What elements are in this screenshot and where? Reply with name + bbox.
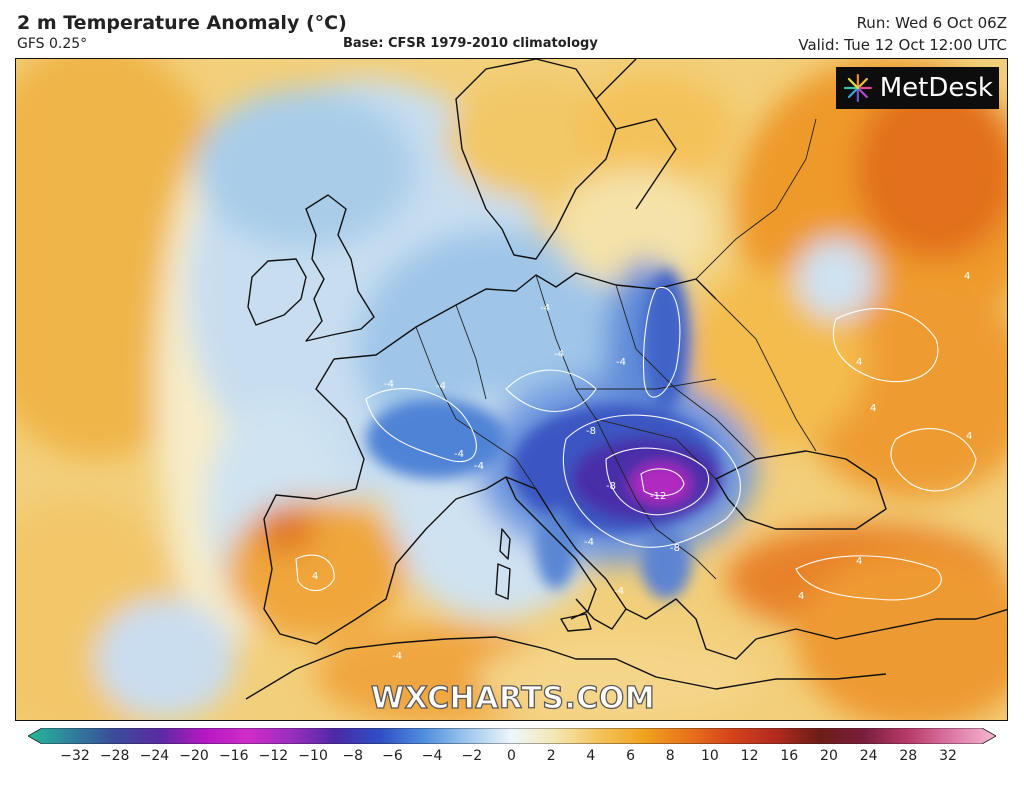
contour-labels: -4 -4 -4 -4 -4 -4 -4 -4 -4 -8 -8 -8 -12 …	[312, 271, 972, 662]
colorbar-tick-label: −2	[461, 748, 483, 764]
contour-plus4-turkey	[795, 555, 942, 601]
colorbar-tick-label: −12	[258, 748, 289, 764]
contour-label: 4	[312, 571, 318, 582]
turkey-coast	[755, 608, 1007, 640]
contour-label: -8	[670, 543, 680, 554]
contour-label: -4	[554, 349, 564, 360]
border-ukraine	[715, 298, 817, 452]
contour-label: 4	[798, 591, 804, 602]
contour-label: 4	[856, 357, 862, 368]
italy-coast	[505, 476, 597, 620]
scandinavia-coast	[455, 59, 617, 260]
colorbar-tick-label: 24	[859, 748, 878, 764]
colorbar-tick-label: 4	[586, 748, 596, 764]
contour-label: 4	[856, 556, 862, 567]
contour-label: -4	[436, 381, 446, 392]
contour-label: -4	[540, 303, 550, 314]
colorbar-tick-label: 8	[665, 748, 675, 764]
border-west	[415, 326, 537, 490]
africa-coast	[245, 636, 887, 700]
run-time-label: Run: Wed 6 Oct 06Z	[856, 14, 1007, 32]
colorbar-tick-label: 28	[899, 748, 918, 764]
contour-minus12-outer	[605, 447, 710, 516]
contour-label: -8	[606, 481, 616, 492]
colorbar-tick-label: −4	[421, 748, 443, 764]
contour-minus4-france	[365, 388, 477, 463]
wxcharts-watermark: WXCHARTS.COM	[370, 680, 656, 716]
colorbar-tick-label: −8	[342, 748, 364, 764]
contour-minus8	[562, 414, 741, 548]
chart-title: 2 m Temperature Anomaly (°C)	[17, 12, 347, 34]
colorbar-tick-label: 2	[546, 748, 556, 764]
islands-coast	[495, 528, 592, 632]
valid-time-label: Valid: Tue 12 Oct 12:00 UTC	[798, 36, 1007, 54]
contour-plus4-russia	[832, 308, 939, 383]
ireland-coast	[247, 258, 307, 326]
colorbar-tick-label: 32	[939, 748, 957, 764]
contour-label: -4	[454, 449, 464, 460]
contour-label: -4	[392, 651, 402, 662]
black-sea-coast	[715, 450, 887, 530]
colorbar-tick-label: −24	[139, 748, 170, 764]
contour-label: -12	[650, 491, 666, 502]
colorbar-tick-label: 20	[820, 748, 838, 764]
colorbar-tick-label: −32	[60, 748, 90, 764]
mediterranean-coast	[455, 476, 757, 660]
west-coast	[263, 358, 457, 645]
contour-minus4-germany	[505, 369, 597, 412]
model-label: GFS 0.25°	[17, 36, 88, 52]
logo-text: MetDesk	[879, 73, 993, 103]
borders	[415, 118, 817, 580]
border-central	[535, 274, 717, 580]
contour-label: -8	[586, 426, 596, 437]
colorbar-tick-label: −28	[99, 748, 130, 764]
cold-anomaly-core	[366, 269, 721, 599]
britain-coast	[305, 194, 375, 342]
contour-plus4-east	[890, 428, 977, 492]
colorbar-tick-label: 12	[740, 748, 759, 764]
contour-label: 4	[870, 403, 876, 414]
map-canvas: -4 -4 -4 -4 -4 -4 -4 -4 -4 -8 -8 -8 -12 …	[16, 59, 1007, 720]
metdesk-logo: MetDesk	[836, 67, 999, 109]
base-climatology-label: Base: CFSR 1979-2010 climatology	[343, 36, 598, 51]
colorbar-tick-label: −20	[179, 748, 209, 764]
contour-label: -4	[614, 586, 624, 597]
contour-label: -4	[616, 357, 626, 368]
colorbar-tick-label: −16	[218, 748, 249, 764]
colorbar-tick-label: 16	[780, 748, 799, 764]
colorbar-tick-label: 10	[700, 748, 719, 764]
contour-label: -4	[584, 537, 594, 548]
finland-coast	[595, 59, 677, 210]
colorbar-gradient	[28, 728, 996, 744]
starburst-icon	[843, 74, 872, 102]
colorbar-tick-label: 0	[507, 748, 516, 764]
contour-minus4-poland	[642, 286, 681, 398]
contour-label: 4	[966, 431, 972, 442]
contour-lines	[295, 286, 977, 601]
colorbar-tick-label: −6	[382, 748, 403, 764]
colorbar-ticks: −32 −28 −24 −20 −16 −12 −10 −8 −6 −4 −2 0 2 4 6 8 10 12 16…	[0, 748, 1024, 772]
contour-label: -4	[384, 379, 394, 390]
colorbar	[28, 728, 996, 744]
colorbar-tick-label: −10	[298, 748, 328, 764]
anomaly-map[interactable]: -4 -4 -4 -4 -4 -4 -4 -4 -4 -8 -8 -8 -12 …	[15, 58, 1008, 721]
contour-label: 4	[964, 271, 970, 282]
colorbar-tick-label: 6	[626, 748, 635, 764]
border-east	[615, 284, 757, 460]
contour-plus4-iberia	[295, 554, 335, 592]
border-russia	[695, 118, 817, 280]
contour-minus12-inner	[640, 468, 685, 497]
contour-label: -4	[474, 461, 484, 472]
